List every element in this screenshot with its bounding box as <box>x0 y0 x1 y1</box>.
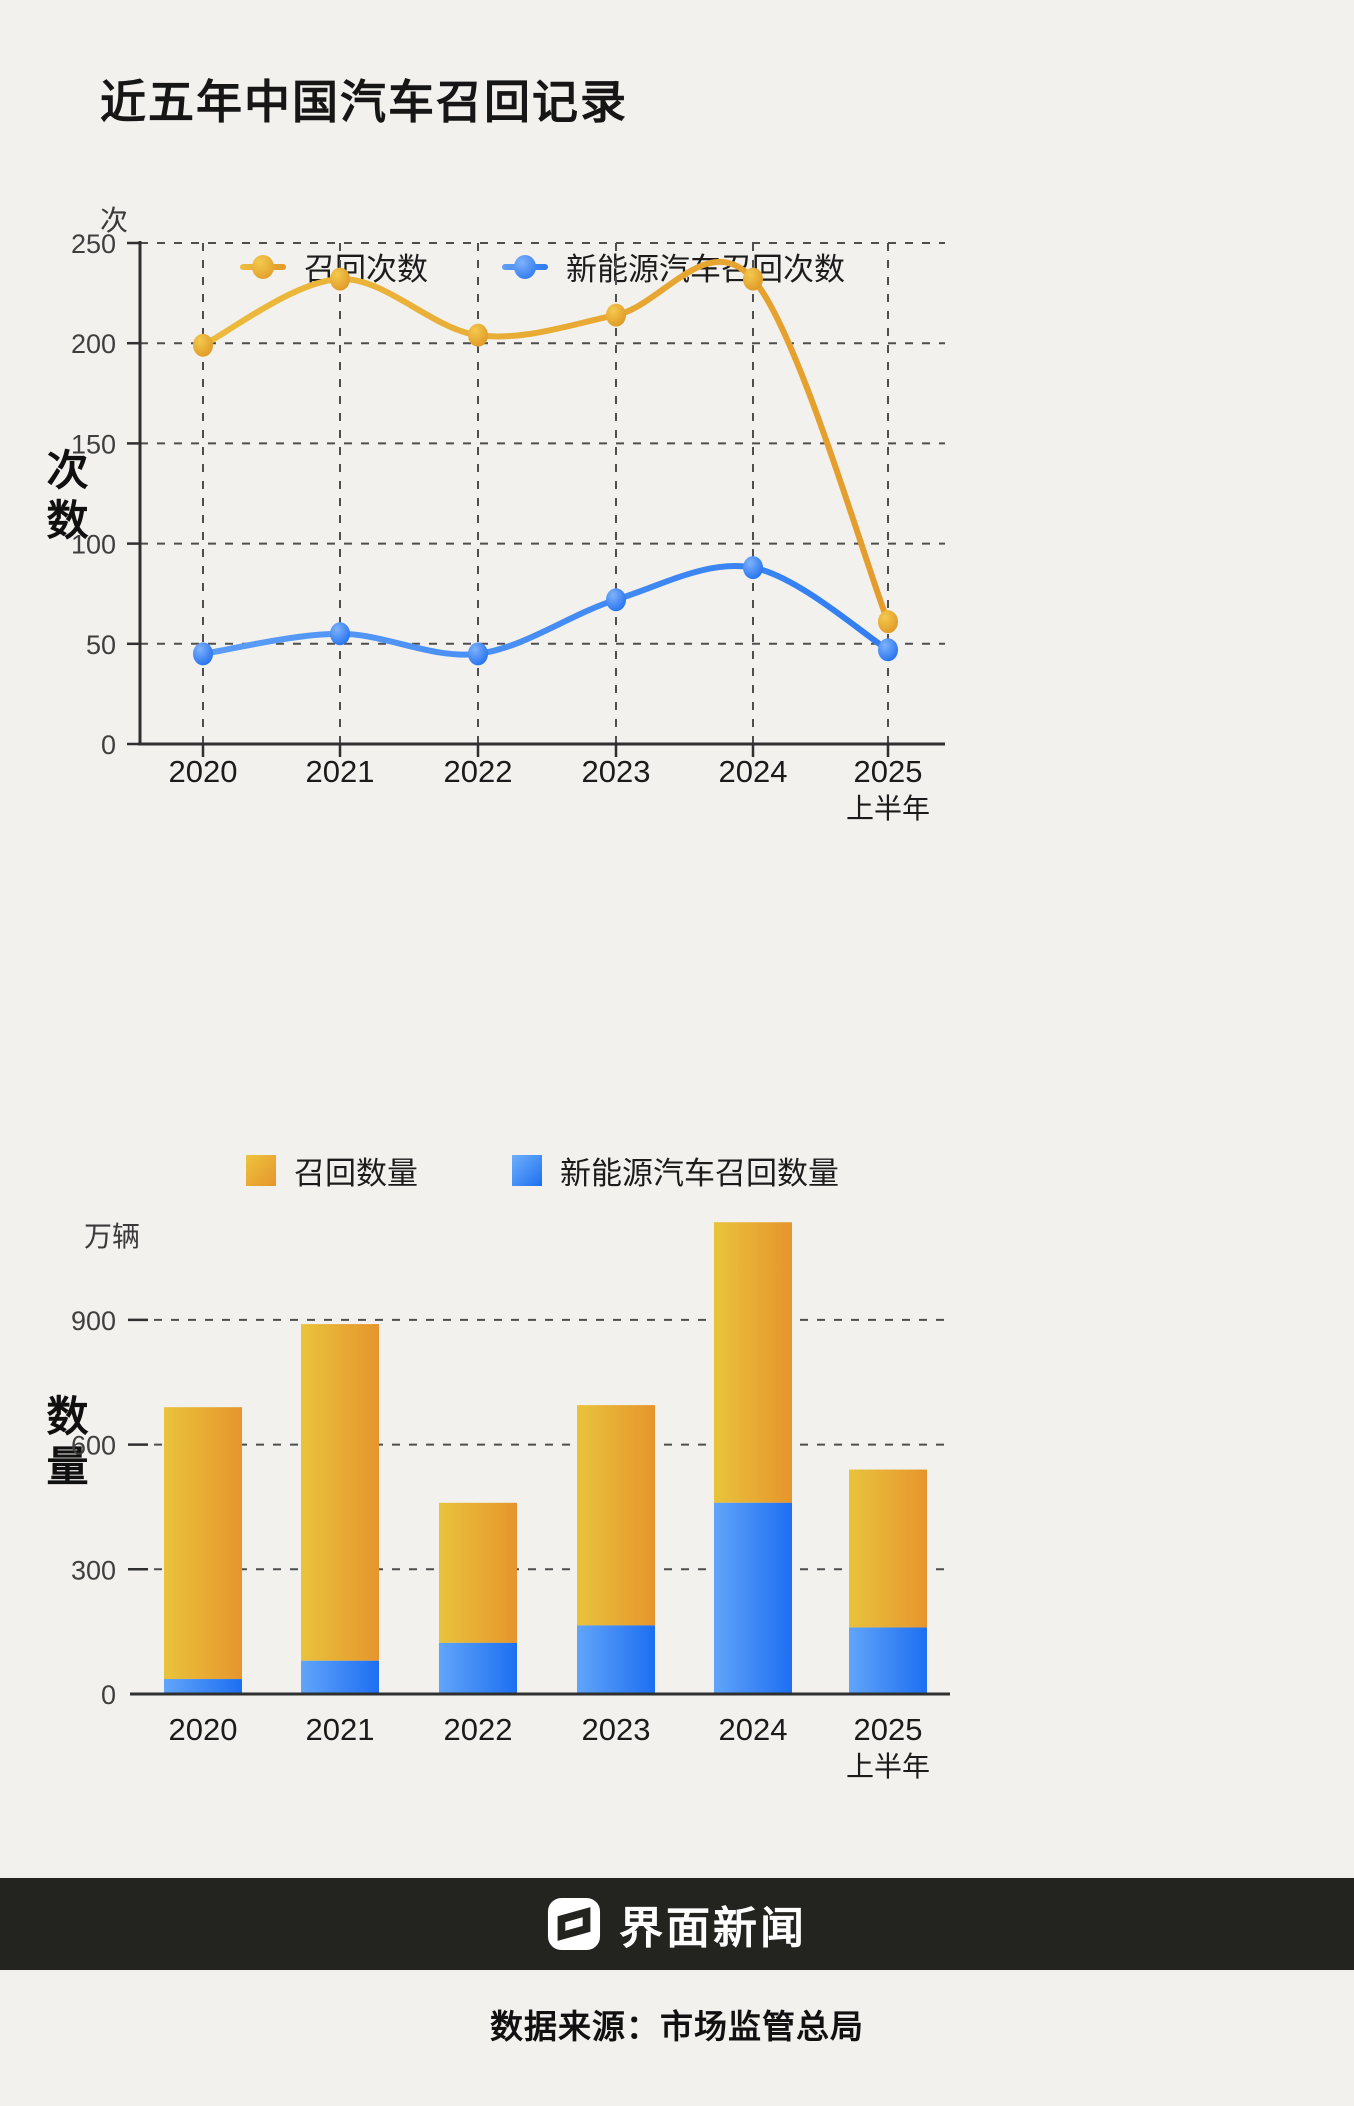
x-axis-label: 2025 <box>854 754 923 789</box>
legend-label-nev-recall-volume: 新能源汽车召回数量 <box>560 1156 839 1191</box>
data-source: 数据来源：市场监管总局 <box>490 2008 864 2045</box>
legend-item-nev-recall-count: 新能源汽车召回次数 <box>502 244 845 289</box>
data-point <box>878 638 898 662</box>
y-axis-unit: 万辆 <box>84 1221 140 1252</box>
bar-segment-total <box>164 1407 242 1679</box>
footer-brand-bar: 界面新闻 <box>0 1878 1354 1970</box>
y-tick-label: 600 <box>71 1431 116 1461</box>
brand-name: 界面新闻 <box>619 1904 807 1953</box>
series-line <box>200 258 891 625</box>
yellow-square-marker-icon <box>246 1155 276 1186</box>
bar-segment-nev <box>577 1625 655 1695</box>
y-tick-label: 250 <box>71 229 116 259</box>
x-axis-label: 2023 <box>582 1712 651 1747</box>
data-point <box>330 622 350 646</box>
x-axis-label: 2021 <box>306 1712 375 1747</box>
data-point <box>468 642 488 666</box>
stacked-bar-chart: 0 300 600 900 万辆 2020 2021 2022 2023 2024 2025 上半年 <box>71 1221 950 1782</box>
bar-segment-total <box>714 1222 792 1503</box>
grid <box>128 1318 950 1571</box>
data-point <box>878 610 898 634</box>
series-line <box>200 563 891 658</box>
bar-segment-nev <box>164 1679 242 1695</box>
x-axis-label: 2024 <box>719 1712 788 1747</box>
bar-segment-total <box>849 1469 927 1628</box>
x-axis-label: 2022 <box>444 754 513 789</box>
bar-segment-total <box>577 1405 655 1626</box>
bar-segment-total <box>439 1502 517 1643</box>
x-axis-sublabel: 上半年 <box>846 1751 930 1782</box>
x-axis-label: 2024 <box>719 754 788 789</box>
data-point <box>743 556 763 580</box>
x-axis-label: 2020 <box>169 1712 238 1747</box>
bar-chart-legend: 召回数量 新能源汽车召回数量 <box>140 1148 945 1193</box>
bar-chart-y-axis-title: 数量 <box>41 1394 88 1494</box>
page-title: 近五年中国汽车召回记录 <box>100 76 628 128</box>
bars <box>164 1222 927 1695</box>
series-nev-recall-count <box>193 556 898 666</box>
line-chart-legend: 召回次数 新能源汽车召回次数 <box>140 244 945 289</box>
blue-square-marker-icon <box>512 1155 542 1186</box>
y-axis-unit: 次 <box>100 205 128 236</box>
legend-label-recall-volume: 召回数量 <box>294 1156 418 1191</box>
data-point <box>193 333 213 357</box>
y-tick-label: 150 <box>71 429 116 459</box>
data-point <box>330 267 350 291</box>
bar-segment-nev <box>439 1642 517 1694</box>
legend-label-nev-recall-count: 新能源汽车召回次数 <box>566 252 845 287</box>
series-recall-count <box>193 258 898 634</box>
yellow-line-marker-icon <box>240 254 286 279</box>
legend-item-recall-volume: 召回数量 <box>246 1148 418 1193</box>
jiemian-logo-icon <box>547 1897 601 1951</box>
x-axis-label: 2022 <box>444 1712 513 1747</box>
axes <box>127 241 945 757</box>
grid <box>140 242 945 744</box>
x-axis-label: 2021 <box>306 754 375 789</box>
x-axis-label: 2025 <box>854 1712 923 1747</box>
y-tick-label: 300 <box>71 1555 116 1585</box>
data-point <box>606 303 626 327</box>
line-chart-y-axis-title: 次数 <box>41 448 88 548</box>
data-point <box>468 323 488 347</box>
legend-item-nev-recall-volume: 新能源汽车召回数量 <box>512 1148 839 1193</box>
x-axis-label: 2020 <box>169 754 238 789</box>
data-point <box>743 267 763 291</box>
x-axis-label: 2023 <box>582 754 651 789</box>
y-tick-label: 50 <box>86 630 116 660</box>
bar-segment-nev <box>849 1627 927 1694</box>
bar-segment-nev <box>714 1502 792 1694</box>
data-point <box>193 642 213 666</box>
bar-segment-total <box>301 1324 379 1661</box>
x-axis-sublabel: 上半年 <box>846 793 930 824</box>
data-point <box>606 588 626 612</box>
y-tick-label: 0 <box>101 730 116 760</box>
y-tick-label: 200 <box>71 329 116 359</box>
y-tick-label: 900 <box>71 1306 116 1336</box>
y-tick-label: 0 <box>101 1680 116 1710</box>
bar-segment-nev <box>301 1660 379 1695</box>
y-tick-label: 100 <box>71 530 116 560</box>
blue-line-marker-icon <box>502 254 548 279</box>
